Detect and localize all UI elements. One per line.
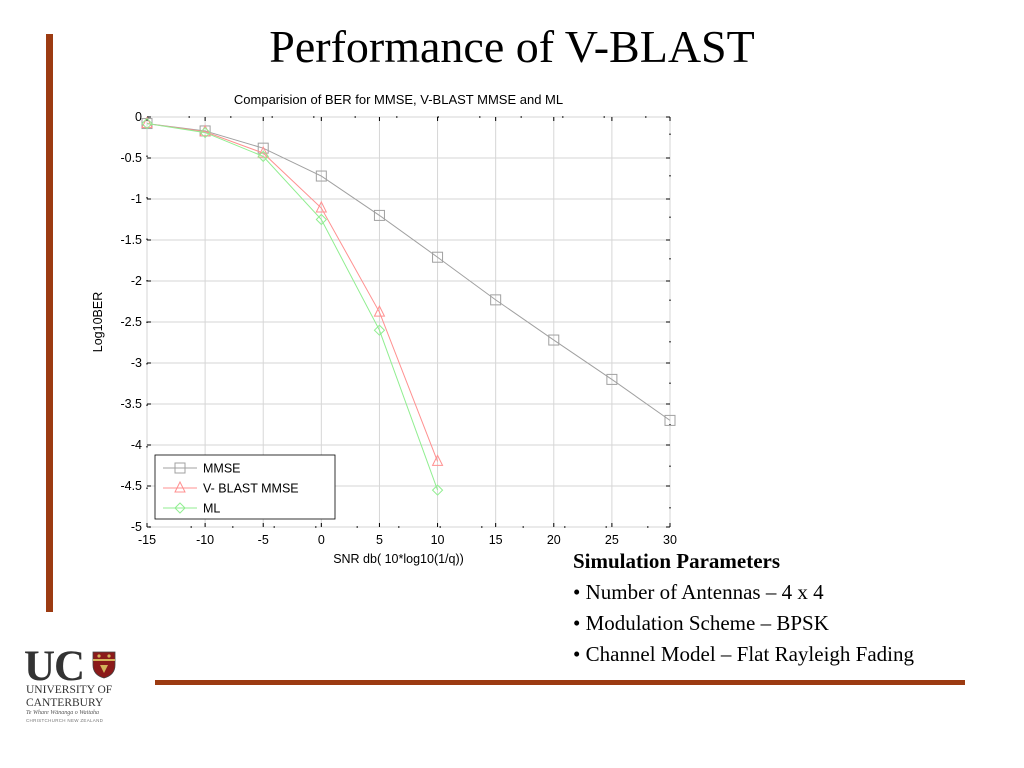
data-point [373,209,385,221]
y-tick-label: -3.5 [120,397,142,411]
legend-label: ML [203,502,220,516]
y-tick-label: -4.5 [120,479,142,493]
y-tick-label: -0.5 [120,151,142,165]
x-tick-label: 25 [605,533,619,547]
x-tick-label: 0 [318,533,325,547]
y-tick-label: 0 [135,110,142,124]
data-point [199,126,211,139]
data-point [431,484,444,496]
crest-icon [92,651,116,679]
logo-uc-text: UC [24,643,85,690]
data-point [664,414,676,426]
university-logo: UC UNIVERSITY OF CANTERBURY Te Whare Wān… [22,643,122,728]
y-tick-label: -5 [131,520,142,534]
y-tick-label: -2.5 [120,315,142,329]
x-tick-label: 10 [431,533,445,547]
series-line [146,123,439,462]
data-point [315,213,328,226]
logo-line-2: CANTERBURY [26,697,104,709]
data-point [257,150,269,163]
chart-title: Comparision of BER for MMSE, V-BLAST MMS… [234,92,563,107]
x-tick-label: 20 [547,533,561,547]
data-point [174,502,186,514]
x-tick-label: 30 [663,533,677,547]
x-tick-label: -5 [258,533,269,547]
ber-chart: -15 -10 -5 0 5 10 15 20 25 30 0 -0.5 -1 -1.5 -2 -2.5 -3 -… [91,92,677,566]
logo-line-1: UNIVERSITY OF [26,684,113,696]
series-line [146,123,439,491]
y-tick-label: -3 [131,356,142,370]
y-tick-label: -1.5 [120,233,142,247]
data-point [141,117,153,130]
data-point [606,373,618,385]
simulation-parameters: Simulation Parameters • Number of Antenn… [573,546,914,670]
y-tick-label: -1 [131,192,142,206]
x-tick-label: -10 [196,533,214,547]
parameters-title: Simulation Parameters [573,549,781,573]
legend-label: V- BLAST MMSE [203,482,299,496]
x-tick-label: 5 [376,533,383,547]
y-tick-label: -2 [131,274,142,288]
parameter-item: • Modulation Scheme – BPSK [573,611,829,635]
x-axis-label: SNR db( 10*log10(1/q)) [333,552,464,566]
data-point [490,294,502,306]
left-accent-bar [46,34,53,612]
data-point [432,251,444,263]
data-point [373,324,386,336]
x-tick-label: -15 [138,533,156,547]
parameter-item: • Number of Antennas – 4 x 4 [573,580,824,604]
series-line [146,123,671,421]
logo-line-4: CHRISTCHURCH NEW ZEALAND [26,718,104,723]
logo-line-3: Te Whare Wānanga o Waitaha [26,710,100,716]
data-point [373,305,386,317]
data-point [315,170,327,182]
data-point [431,454,444,466]
y-tick-label: -4 [131,438,142,452]
data-point [315,200,328,213]
parameter-item: • Channel Model – Flat Rayleigh Fading [573,642,914,666]
slide-title: Performance of V-BLAST [269,21,755,72]
x-tick-label: 15 [489,533,503,547]
data-point [174,480,186,493]
data-point [174,462,186,474]
bottom-accent-bar [155,680,965,685]
data-point [141,116,153,129]
y-axis-label: Log10BER [91,292,105,352]
legend-label: MMSE [203,462,241,476]
data-point [548,334,560,346]
